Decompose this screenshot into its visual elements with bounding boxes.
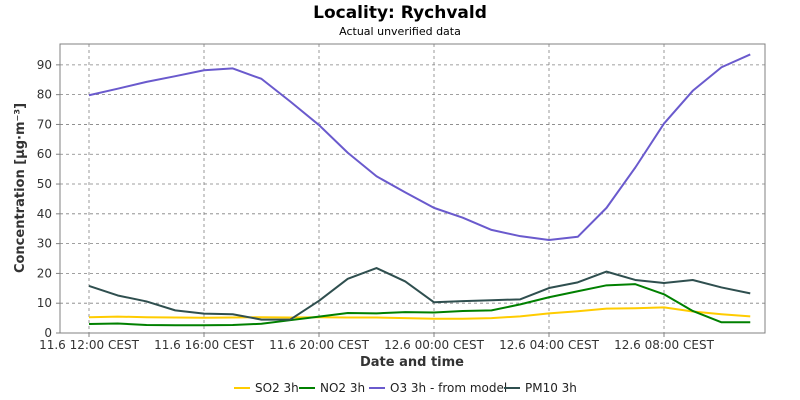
x-tick-label: 11.6 12:00 CEST [39,338,140,352]
x-tick-label: 12.6 08:00 CEST [614,338,715,352]
legend: SO2 3h NO2 3h O3 3h - from model PM10 3h [234,381,577,395]
legend-label: SO2 3h [255,381,299,395]
x-tick-label: 11.6 16:00 CEST [154,338,255,352]
legend-label: NO2 3h [320,381,365,395]
y-tick-label: 40 [37,207,52,221]
series-layer [88,53,751,327]
plot-area [59,43,766,334]
series-line-pm10-3h [88,267,751,321]
legend-label: PM10 3h [525,381,577,395]
x-tick-label: 12.6 04:00 CEST [499,338,600,352]
y-tick-label: 10 [37,296,52,310]
y-tick-label: 80 [37,88,52,102]
x-tick-label: 12.6 00:00 CEST [384,338,485,352]
y-tick-label: 20 [37,266,52,280]
y-tick-label: 50 [37,177,52,191]
grid-layer [60,44,765,333]
y-tick-label: 60 [37,147,52,161]
y-tick-label: 90 [37,58,52,72]
x-tick-label: 11.6 20:00 CEST [269,338,370,352]
y-tick-label: 0 [44,326,52,340]
x-axis-title: Date and time [360,355,464,370]
y-axis-title: Concentration [µg·m⁻³] [13,103,28,273]
chart-subtitle: Actual unverified data [339,25,461,38]
series-line-so2-3h [88,306,751,320]
series-line-no2-3h [88,283,751,327]
legend-label: O3 3h - from model [390,381,507,395]
series-line-o3-3h-from-model [88,53,751,242]
y-tick-label: 30 [37,237,52,251]
axis-layer: 0 10 20 30 40 50 60 70 80 90 11.6 12:00 CEST 11.6 1… [37,58,715,352]
chart-title: Locality: Rychvald [313,3,487,23]
y-tick-label: 70 [37,117,52,131]
